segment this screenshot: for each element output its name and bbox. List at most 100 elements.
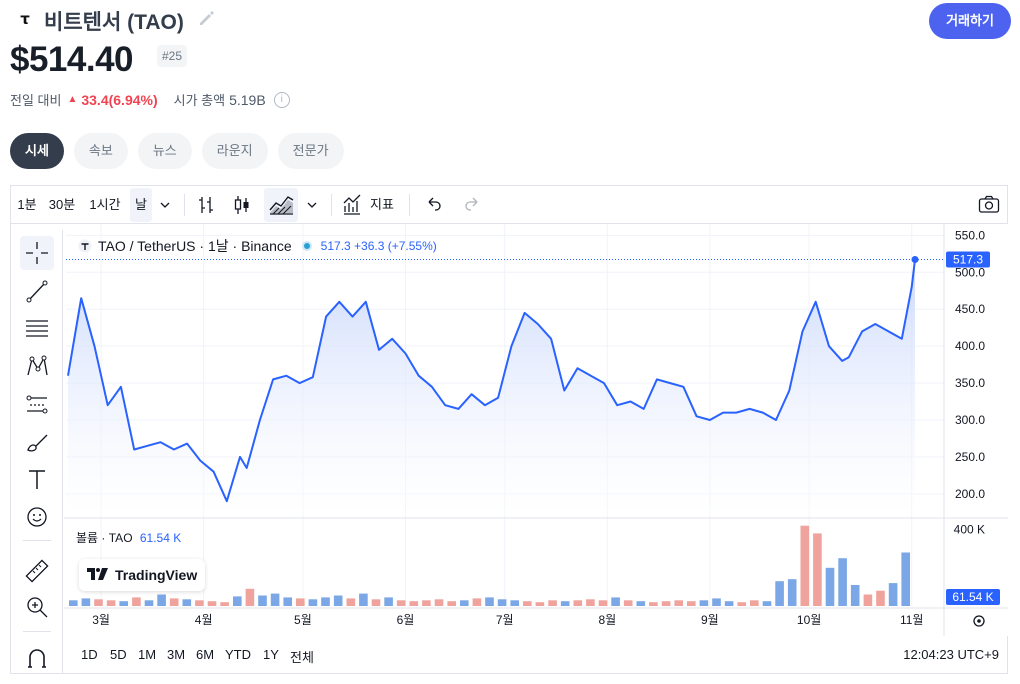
volume-bar (863, 594, 873, 606)
volume-bar (888, 583, 898, 606)
tradingview-logo[interactable]: TradingView (79, 559, 206, 591)
pencil-icon[interactable] (196, 8, 216, 28)
volume-bar (132, 597, 141, 606)
x-tick-label: 7월 (496, 613, 514, 627)
range-all[interactable]: 전체 (290, 650, 314, 665)
y-tick-label: 300.0 (955, 413, 985, 427)
interval-day[interactable]: 날 (130, 188, 152, 222)
volume-bar (233, 596, 242, 606)
x-tick-label: 10월 (797, 613, 821, 627)
indicators-label[interactable]: 지표 (370, 197, 394, 212)
volume-bar (106, 600, 116, 606)
tab-lounge[interactable]: 라운지 (201, 133, 268, 169)
price-chart[interactable]: 550.0 500.0 450.0 400.0 350.0 300.0 250.0 200.0… (64, 224, 1008, 636)
x-tick-label: 11월 (900, 613, 924, 627)
trend-line-icon[interactable] (20, 274, 54, 308)
undo-icon[interactable] (423, 186, 445, 224)
y-tick-label: 400.0 (955, 339, 985, 353)
x-tick-label: 6월 (397, 613, 415, 627)
bar-chart-icon[interactable] (195, 186, 217, 224)
volume-bar (447, 601, 456, 606)
volume-bar (81, 598, 91, 606)
volume-bar (560, 601, 570, 606)
settings-icon[interactable] (973, 615, 985, 627)
volume-legend: 볼륨 · TAO 61.54 K (76, 529, 181, 546)
divider (184, 194, 185, 216)
interval-1h[interactable]: 1시간 (89, 197, 121, 212)
volume-bar (283, 597, 292, 606)
volume-bar (636, 601, 646, 606)
volume-bar (485, 597, 494, 606)
camera-icon[interactable] (977, 186, 1001, 224)
volume-bar (850, 585, 860, 606)
zoom-in-icon[interactable] (20, 590, 54, 624)
volume-bar (69, 600, 78, 606)
text-icon[interactable] (20, 462, 54, 496)
y-tick-label: 450.0 (955, 302, 985, 316)
interval-30m[interactable]: 30분 (48, 197, 76, 212)
volume-bar (296, 598, 305, 606)
range-3m[interactable]: 3M (167, 647, 186, 662)
x-tick-label: 9월 (701, 613, 719, 627)
volume-bar (787, 579, 797, 606)
tab-price[interactable]: 시세 (10, 133, 64, 169)
pattern-icon[interactable] (20, 349, 54, 383)
range-1m[interactable]: 1M (138, 647, 157, 662)
area-chart-icon (269, 196, 294, 215)
trade-button[interactable]: 거래하기 (929, 3, 1011, 39)
interval-1m[interactable]: 1분 (17, 197, 37, 212)
brush-icon[interactable] (20, 425, 54, 459)
last-price-dot (911, 256, 919, 264)
tab-breaking[interactable]: 속보 (73, 133, 128, 169)
tab-experts[interactable]: 전문가 (277, 133, 344, 169)
volume-bar (207, 601, 217, 606)
volume-bar (359, 593, 368, 606)
range-bar: 1D 5D 1M 3M 6M YTD 1Y 전체 12:04:23 UTC+9 (66, 636, 1007, 673)
rank-badge: #25 (157, 45, 188, 67)
y-tick-label: 250.0 (955, 450, 985, 464)
volume-bar (825, 567, 835, 606)
clock: 12:04:23 UTC+9 (903, 647, 999, 662)
indicators-icon[interactable] (341, 186, 363, 224)
magnet-icon[interactable] (20, 640, 54, 674)
volume-bar (94, 599, 103, 606)
volume-bar (523, 601, 532, 606)
volume-bar (497, 599, 507, 606)
range-ytd[interactable]: YTD (225, 647, 251, 662)
volume-tag-bg (946, 589, 1000, 605)
range-1y[interactable]: 1Y (263, 647, 279, 662)
tradingview-text: TradingView (115, 567, 198, 583)
redo-icon[interactable] (461, 186, 483, 224)
volume-bar (472, 598, 482, 606)
volume-bar (409, 601, 419, 606)
x-tick-label: 5월 (294, 613, 312, 627)
crosshair-icon (26, 242, 48, 264)
price-area (68, 259, 915, 516)
volume-bar (396, 600, 406, 606)
area-chart-button[interactable] (264, 188, 298, 222)
volume-bar (321, 597, 330, 606)
volume-bar (699, 600, 709, 606)
volume-bar (384, 597, 393, 606)
horizontal-lines-icon[interactable] (20, 311, 54, 345)
range-6m[interactable]: 6M (196, 647, 215, 662)
volume-bar (737, 602, 746, 606)
range-5d[interactable]: 5D (110, 647, 127, 662)
chevron-down-icon[interactable] (157, 186, 173, 224)
volume-bar (586, 599, 595, 606)
tab-news[interactable]: 뉴스 (137, 133, 192, 169)
crosshair-button[interactable] (20, 236, 54, 270)
tab-bar: 시세 속보 뉴스 라운지 전문가 (10, 133, 344, 169)
market-cap-label: 시가 총액 (173, 93, 226, 108)
ruler-icon[interactable] (20, 554, 54, 588)
up-arrow-icon: ▲ (67, 94, 78, 105)
prediction-icon[interactable] (20, 387, 54, 421)
emoji-icon[interactable] (20, 500, 54, 534)
price-tag: 517.3 (953, 253, 983, 267)
range-1d[interactable]: 1D (81, 647, 98, 662)
volume-bar (422, 600, 431, 606)
volume-bar (510, 600, 519, 606)
chevron-down-icon[interactable] (304, 186, 320, 224)
info-icon[interactable]: i (273, 91, 290, 108)
candles-icon[interactable] (231, 186, 253, 224)
